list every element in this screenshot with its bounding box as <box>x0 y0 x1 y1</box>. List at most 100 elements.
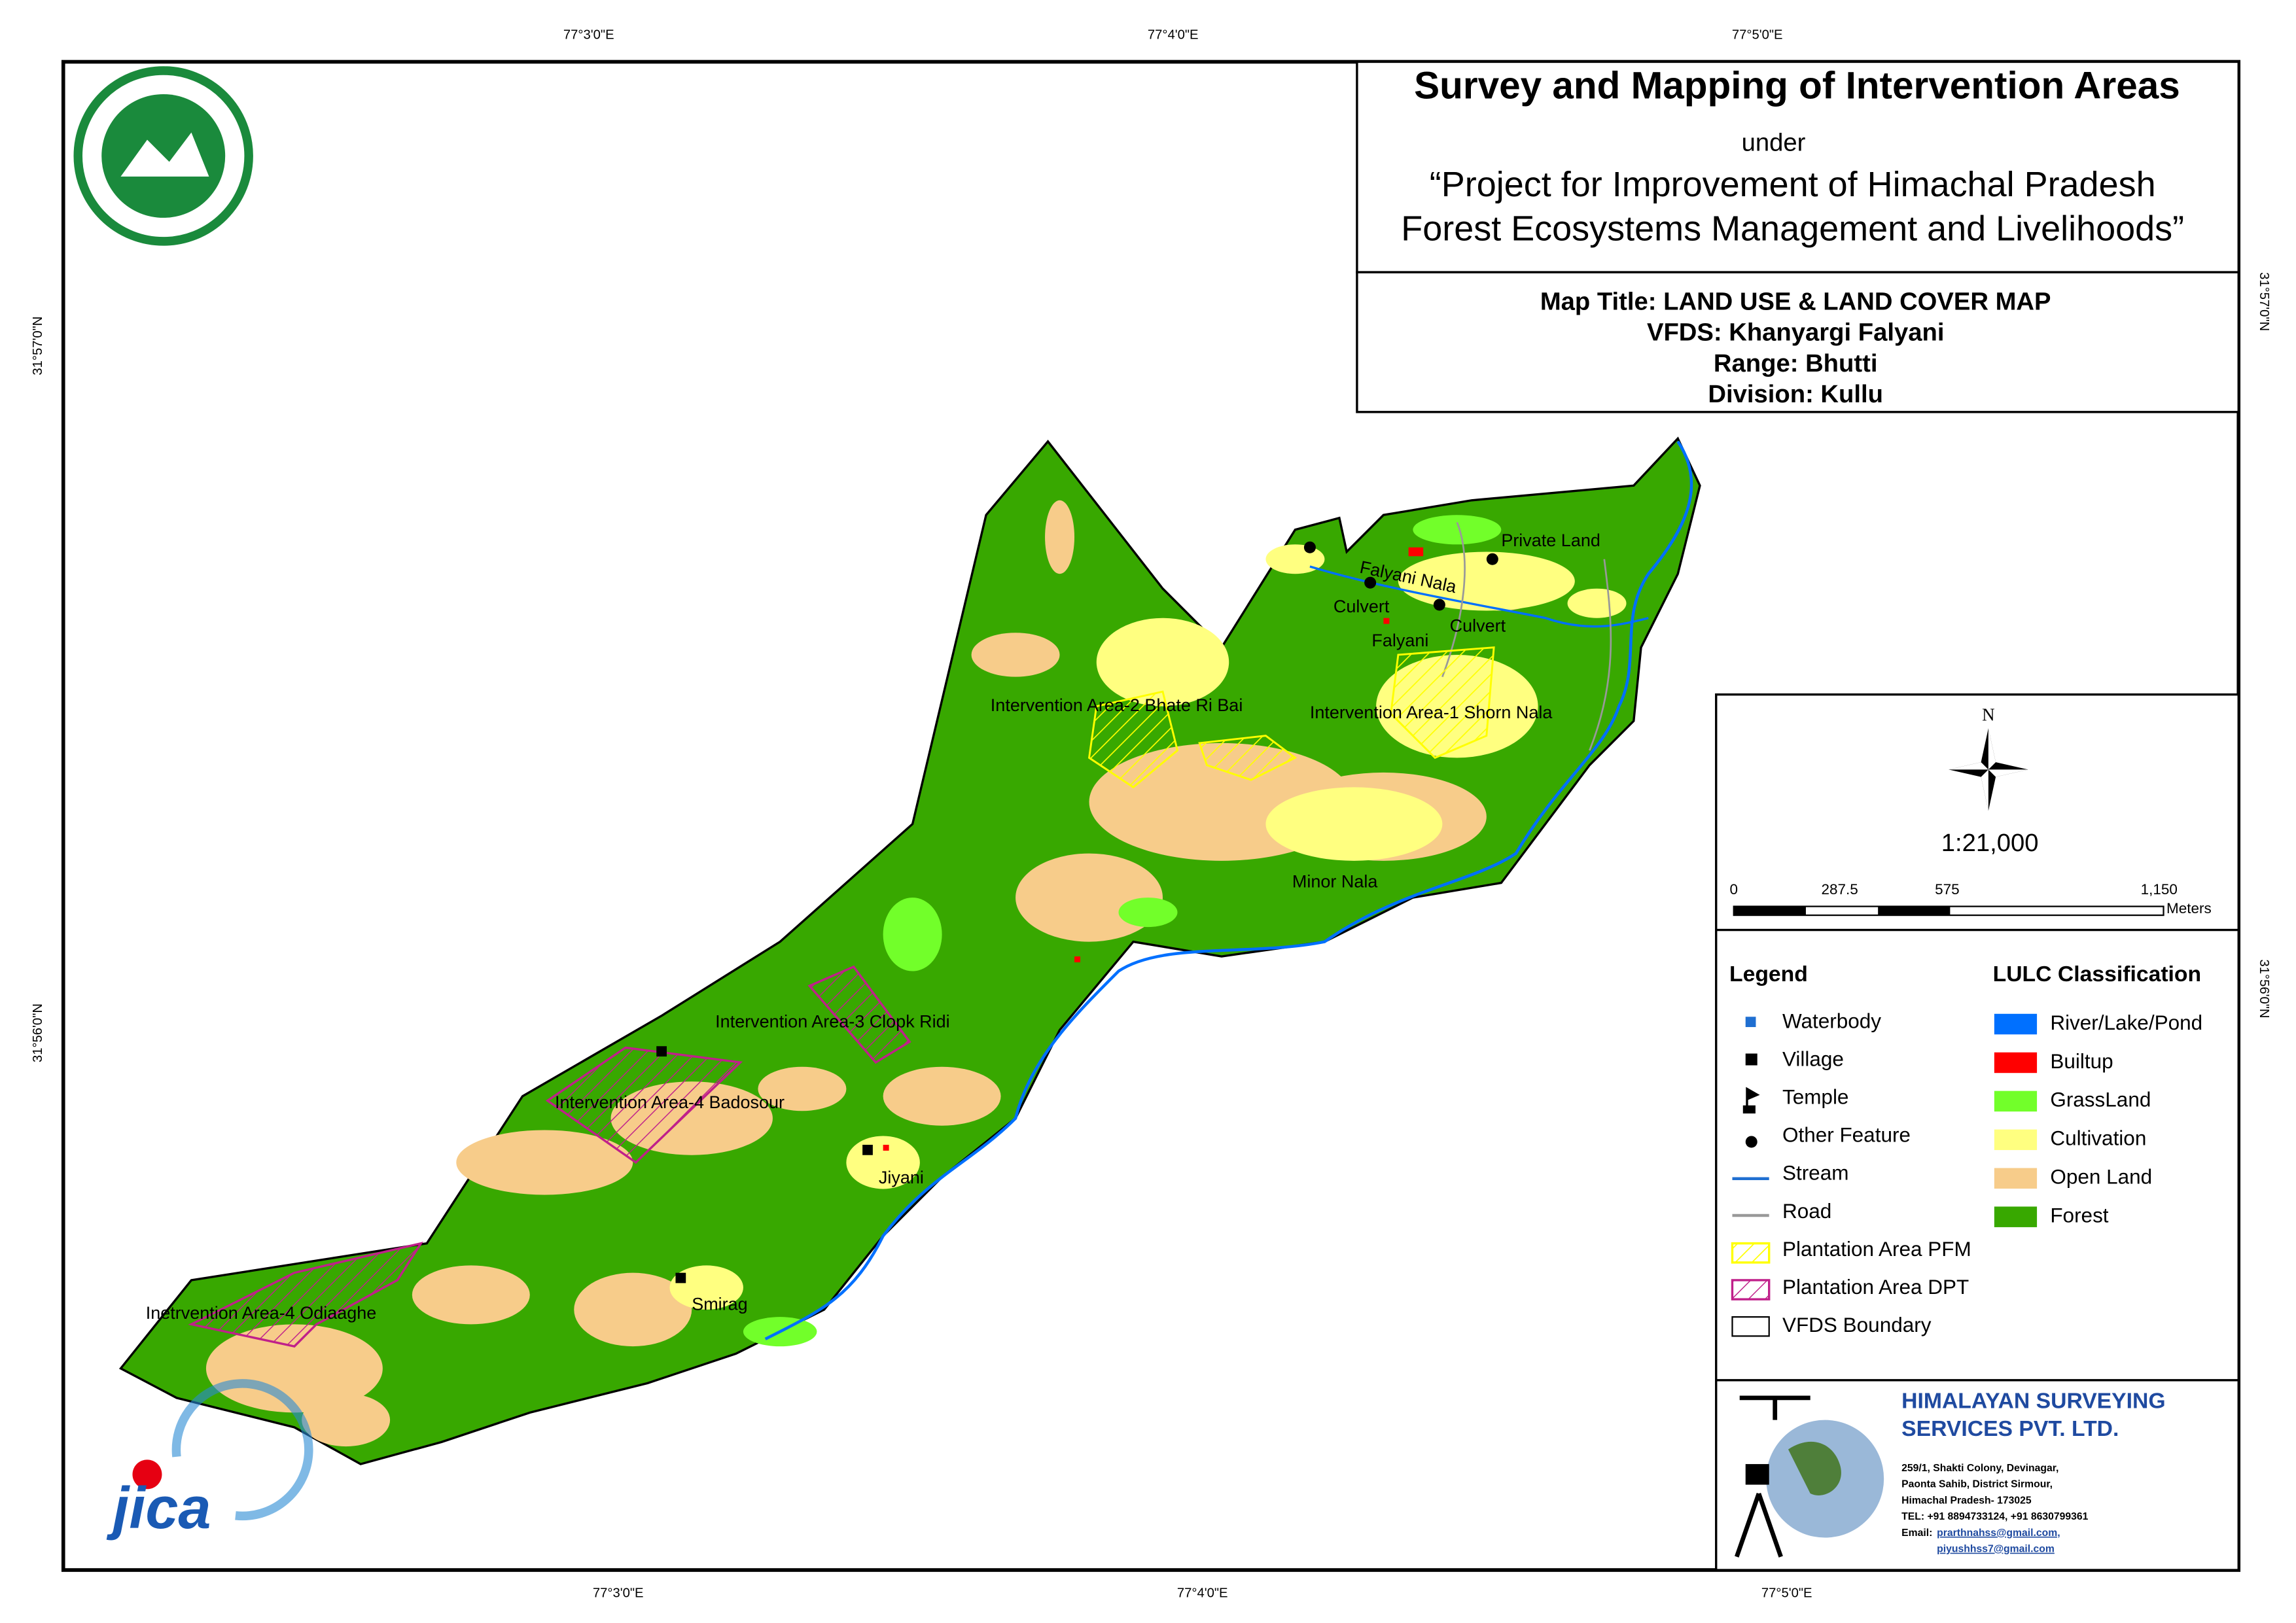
legend-symbols <box>1742 1087 1760 1114</box>
jica-logo <box>132 1459 162 1490</box>
lulc-swatch <box>1994 1013 2038 1035</box>
scale-bar <box>1733 906 1806 916</box>
legend-symbols <box>1745 1053 1757 1066</box>
map-label: Jiyani <box>879 1168 924 1187</box>
cultivation <box>1567 588 1627 618</box>
legend-symbols <box>1731 1279 1771 1300</box>
header <box>1356 271 2240 413</box>
legend-label: Stream <box>1782 1161 1848 1185</box>
map-info: VFDS: Khanyargi Falyani <box>1647 319 1944 347</box>
lon-label: 77°3'0"E <box>593 1586 644 1600</box>
lulc-label: Cultivation <box>2050 1126 2146 1150</box>
plantation-dpt <box>807 965 911 1064</box>
header-under: under <box>1742 129 1806 157</box>
lon-label: 77°4'0"E <box>1148 27 1199 42</box>
lulc-swatch <box>1994 1168 2038 1189</box>
cultivation <box>1096 618 1229 707</box>
map-label: Inetrvention Area-4 Odiaaghe <box>146 1303 377 1323</box>
builtup <box>1074 956 1081 963</box>
map-body: Private Land Falyani Nala Culvert Culver… <box>118 436 1701 1465</box>
lulc-title: LULC Classification <box>1993 962 2202 986</box>
scale-tick: 1,150 <box>2141 881 2178 898</box>
legend-symbols <box>1745 1136 1757 1148</box>
lulc-swatch <box>1994 1129 2038 1151</box>
company-address: 259/1, Shakti Colony, Devinagar, <box>1901 1463 2058 1474</box>
header: Survey and Mapping of Intervention Areas… <box>1356 60 2240 413</box>
header <box>1356 60 2240 273</box>
open-land <box>456 1130 633 1195</box>
plantation-pfm <box>1087 690 1179 789</box>
forest-dept-logo <box>73 66 253 246</box>
jica-text: jica <box>106 1476 211 1541</box>
lulc-swatch <box>1994 1206 2038 1227</box>
lulc-swatch <box>1994 1052 2038 1073</box>
lat-label: 31°56'0"N <box>31 1003 45 1062</box>
north-arrow <box>1949 728 2028 811</box>
legend-title: Legend <box>1729 962 1808 986</box>
lulc-label: GrassLand <box>2050 1088 2151 1111</box>
legend-label: Waterbody <box>1782 1009 1881 1033</box>
legend-label: Plantation Area PFM <box>1782 1237 1971 1261</box>
map-info: Division: Kullu <box>1708 380 1883 408</box>
point-features <box>1364 576 1377 589</box>
lulc-label: Builtup <box>2050 1049 2113 1073</box>
point-features <box>656 1046 667 1057</box>
legend-label: Plantation Area DPT <box>1782 1275 1969 1299</box>
cultivation <box>669 1265 743 1310</box>
point-features <box>675 1272 686 1283</box>
map-label: Minor Nala <box>1292 872 1377 892</box>
scale-bar <box>1878 906 1951 916</box>
point-features <box>1486 553 1498 565</box>
lon-label: 77°5'0"E <box>1761 1586 1812 1600</box>
header-project: “Project for Improvement of Himachal Pra… <box>1430 165 2156 204</box>
legend-label: Village <box>1782 1047 1844 1071</box>
scale-bar <box>1733 905 2164 916</box>
lon-label: 77°5'0"E <box>1732 27 1783 42</box>
legend-label: VFDS Boundary <box>1782 1313 1932 1336</box>
legend-label: Temple <box>1782 1085 1849 1109</box>
company-block <box>1756 1492 1783 1558</box>
legend-symbols <box>1731 1242 1771 1264</box>
builtup <box>883 547 1424 1151</box>
open-land <box>574 1272 692 1347</box>
company-block: HIMALAYAN SURVEYING SERVICES PVT. LTD. 2… <box>1735 1389 2166 1558</box>
plantation-pfm <box>1198 735 1298 781</box>
company-email-label: Email: <box>1901 1527 1932 1539</box>
map-label: Falyani <box>1371 631 1428 650</box>
lat-label: 31°57'0"N <box>2257 272 2271 331</box>
company-name: SERVICES PVT. LTD. <box>1901 1416 2119 1441</box>
scale-tick: 0 <box>1729 881 1738 898</box>
map-label: Culvert <box>1450 616 1506 635</box>
plantation-pfm <box>1087 646 1495 789</box>
map-info: Range: Bhutti <box>1714 349 1878 377</box>
legend-label: Road <box>1782 1199 1831 1223</box>
company-address: Himachal Pradesh- 173025 <box>1901 1495 2032 1506</box>
open-land <box>205 1324 383 1413</box>
map-info: Map Title: LAND USE & LAND COVER MAP <box>1540 287 2051 315</box>
open-land <box>1016 853 1163 942</box>
map-label: Intervention Area-1 Shorn Nala <box>1310 703 1553 722</box>
plantation-dpt <box>545 1046 743 1164</box>
legend-symbols <box>1731 1316 1770 1337</box>
coordinate-labels: 77°3'0"E 77°4'0"E 77°5'0"E 77°3'0"E 77°4… <box>31 27 2271 1600</box>
map-label: Smirag <box>692 1294 747 1314</box>
point-features <box>1303 541 1316 553</box>
north-arrow <box>1949 728 2028 811</box>
company-block <box>1735 1492 1761 1558</box>
company-email[interactable]: prarthnahss@gmail.com, <box>1937 1527 2060 1539</box>
legend-label: Other Feature <box>1782 1123 1911 1147</box>
company-name: HIMALAYAN SURVEYING <box>1901 1389 2165 1414</box>
company-email[interactable]: piyushhss7@gmail.com <box>1937 1544 2055 1555</box>
plantation-dpt <box>188 965 911 1348</box>
grassland <box>883 898 942 971</box>
builtup <box>1408 547 1424 557</box>
grassland <box>1118 898 1178 928</box>
side-panel: N 1:21,000 0 287.5 575 1,150 Meters Lege… <box>1715 693 2240 1571</box>
map-label: Intervention Area-3 Clopk Ridi <box>715 1011 949 1031</box>
cultivation <box>1265 787 1443 861</box>
point-features <box>656 541 1498 1283</box>
plantation-pfm <box>1390 646 1495 759</box>
lulc-swatch <box>1994 1091 2038 1112</box>
